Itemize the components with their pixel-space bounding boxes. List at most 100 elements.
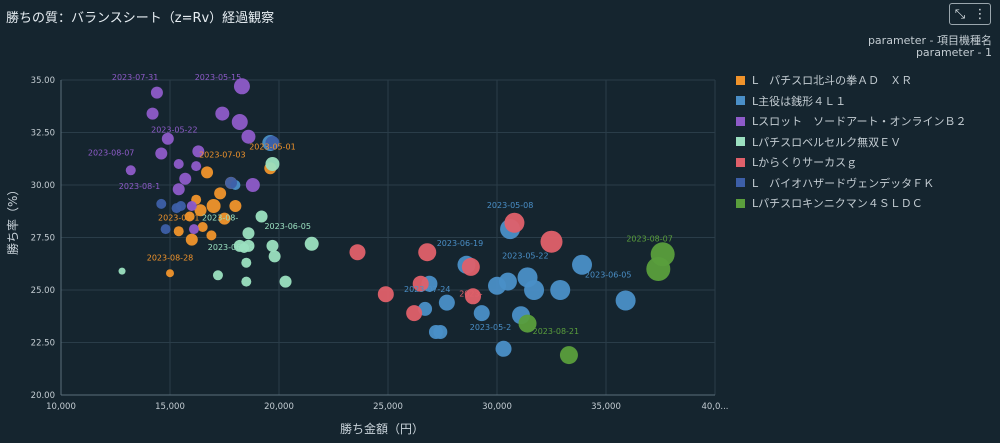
- legend-swatch: [736, 198, 745, 208]
- data-point: [265, 136, 280, 150]
- y-tick-label: 32.50: [31, 129, 55, 139]
- data-point: [304, 236, 319, 251]
- data-point: [266, 239, 279, 252]
- data-point: [349, 244, 366, 261]
- parameter-value: parameter - 1: [915, 46, 992, 59]
- data-point: [498, 272, 517, 291]
- data-point: [185, 233, 198, 246]
- y-tick-label: 30.00: [31, 181, 55, 191]
- data-point: [160, 224, 171, 235]
- more-menu-icon[interactable]: ⋮: [973, 6, 987, 22]
- x-tick-label: 35,000: [591, 402, 621, 412]
- data-point: [239, 243, 250, 253]
- legend-label: Lパチスロキンニクマン４ＳＬＤＣ: [752, 197, 923, 211]
- data-label: 2023-07-24: [404, 285, 451, 294]
- data-label: 2023-06-05: [264, 222, 311, 231]
- data-point: [524, 280, 545, 300]
- data-label: 2023-08-1: [119, 182, 160, 191]
- data-label: 2023-08-21: [533, 327, 580, 336]
- data-point: [504, 212, 525, 233]
- data-point: [173, 159, 184, 169]
- legend-swatch: [736, 137, 745, 147]
- data-point: [438, 294, 455, 311]
- legend-item[interactable]: L主役は銭形４Ｌ１: [736, 91, 966, 112]
- data-point: [156, 198, 167, 209]
- x-tick-label: 40,0...: [701, 402, 728, 412]
- legend-item[interactable]: Lスロット ソードアート・オンラインＢ２: [736, 111, 966, 132]
- data-point: [268, 250, 281, 263]
- chart-title: 勝ちの質：バランスシート（z=Rv）経過観察: [6, 11, 275, 26]
- data-label: 2023-06-19: [437, 239, 484, 248]
- data-label: 2023-05-01: [249, 142, 296, 151]
- data-label: 2023-08-: [202, 214, 238, 223]
- data-point: [406, 305, 423, 322]
- data-point: [550, 280, 571, 300]
- data-point: [206, 199, 221, 213]
- data-label: 2023-05-08: [487, 201, 534, 210]
- legend-swatch: [736, 178, 745, 188]
- data-point: [241, 129, 256, 144]
- x-tick-label: 10,000: [46, 402, 76, 412]
- data-point: [559, 346, 578, 365]
- data-label: 2023-06-05: [585, 270, 632, 279]
- x-tick-label: 25,000: [373, 402, 403, 412]
- data-point: [279, 275, 292, 288]
- data-point: [241, 257, 252, 268]
- data-point: [173, 226, 184, 237]
- data-point: [241, 276, 252, 287]
- legend-swatch: [736, 75, 745, 85]
- data-point: [146, 107, 159, 120]
- data-label: 2023-06-19: [208, 243, 255, 252]
- data-point: [245, 178, 260, 192]
- data-point: [646, 257, 671, 281]
- data-point: [233, 78, 250, 95]
- data-point: [473, 305, 490, 322]
- data-point: [186, 201, 197, 211]
- legend-item[interactable]: Lからくりサーカスｇ: [736, 152, 966, 173]
- x-axis-label: 勝ち金額（円）: [340, 422, 425, 436]
- data-label: 2023-07-31: [112, 73, 159, 82]
- data-label: 2023-: [459, 289, 482, 298]
- legend-swatch: [736, 96, 745, 106]
- data-point: [191, 161, 202, 172]
- legend-label: L バイオハザードヴェンデッタＦＫ: [752, 176, 935, 190]
- data-label: 2023-08-07: [626, 235, 673, 244]
- data-point: [255, 210, 268, 223]
- y-tick-label: 25.00: [31, 286, 55, 296]
- y-tick-label: 20.00: [31, 391, 55, 401]
- legend-item[interactable]: Lパチスロキンニクマン４ＳＬＤＣ: [736, 193, 966, 214]
- legend-item[interactable]: Lパチスロベルセルク無双ＥＶ: [736, 132, 966, 153]
- data-point: [194, 204, 207, 217]
- data-label: 2023-05-15: [195, 73, 242, 82]
- legend-swatch: [736, 116, 745, 126]
- data-point: [214, 187, 227, 200]
- legend-label: Lスロット ソードアート・オンラインＢ２: [752, 115, 967, 129]
- x-tick-label: 20,000: [264, 402, 294, 412]
- data-point: [572, 254, 593, 275]
- collapse-icon[interactable]: ⤡: [954, 6, 966, 22]
- data-point: [518, 314, 537, 333]
- data-point: [150, 86, 163, 99]
- chart-toolbar: ⤡ ⋮: [949, 3, 991, 25]
- data-point: [118, 267, 126, 275]
- data-point: [225, 176, 238, 189]
- legend-item[interactable]: L バイオハザードヴェンデッタＦＫ: [736, 173, 966, 194]
- legend-swatch: [736, 157, 745, 167]
- data-point: [192, 145, 205, 158]
- y-tick-label: 22.50: [31, 339, 55, 349]
- data-point: [495, 340, 512, 357]
- data-label: 2023-08-28: [147, 254, 194, 263]
- data-point: [179, 172, 192, 185]
- y-tick-label: 35.00: [31, 76, 55, 86]
- data-point: [265, 157, 280, 171]
- chart-legend: L パチスロ北斗の拳ＡＤ ＸＲ L主役は銭形４Ｌ１ Lスロット ソードアート・オンラ…: [736, 70, 966, 214]
- data-point: [155, 147, 168, 160]
- data-point: [229, 200, 242, 212]
- data-label: 2023-08-07: [88, 149, 135, 158]
- data-point: [212, 270, 223, 281]
- data-point: [206, 230, 217, 241]
- parameter-label: parameter - 項目機種名: [867, 34, 992, 47]
- data-point: [615, 290, 636, 311]
- legend-item[interactable]: L パチスロ北斗の拳ＡＤ ＸＲ: [736, 70, 966, 91]
